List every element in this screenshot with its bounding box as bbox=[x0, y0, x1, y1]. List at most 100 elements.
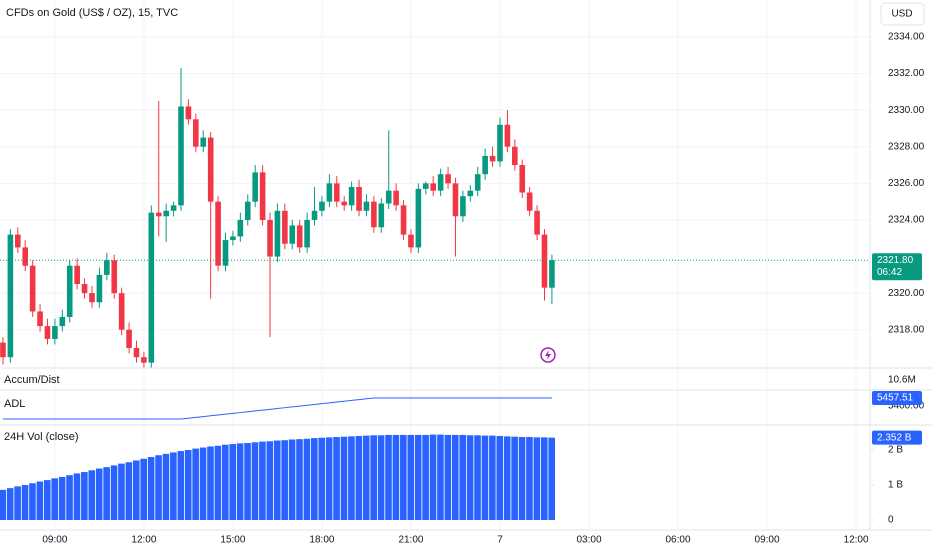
last-value-label: 5457.51 bbox=[877, 393, 914, 404]
volume-bar bbox=[266, 441, 274, 520]
candle-body bbox=[230, 236, 236, 241]
volume-bar bbox=[518, 437, 526, 520]
volume-bar bbox=[118, 463, 125, 520]
x-tick-label: 7 bbox=[497, 535, 503, 546]
last-price-label: 2321.80 bbox=[877, 255, 914, 266]
alert-bolt[interactable] bbox=[545, 350, 551, 360]
candle-body bbox=[371, 201, 377, 228]
candle-body bbox=[185, 106, 192, 120]
y-tick-label: 2328.00 bbox=[888, 141, 925, 152]
last-value-box bbox=[872, 430, 922, 445]
candle-body bbox=[489, 155, 496, 162]
volume-bar bbox=[503, 436, 511, 520]
x-tick-label: 21:00 bbox=[398, 535, 423, 546]
volume-bar bbox=[437, 434, 444, 520]
candle-body bbox=[541, 234, 548, 288]
last-value-box bbox=[872, 390, 922, 405]
volume-bar bbox=[496, 435, 504, 520]
candle-body bbox=[244, 201, 251, 220]
y-tick-label: 5400.00 bbox=[888, 401, 925, 412]
candle-body bbox=[452, 183, 459, 217]
alert-icon[interactable] bbox=[540, 347, 556, 363]
y-tick-label: 0 bbox=[888, 515, 894, 526]
volume-bar bbox=[325, 437, 333, 520]
volume-bar bbox=[6, 488, 14, 520]
volume-bar bbox=[192, 448, 199, 520]
volume-bar bbox=[288, 439, 296, 520]
volume-bar bbox=[400, 434, 407, 520]
countdown-label: 06:42 bbox=[877, 267, 902, 278]
x-tick-label: 03:00 bbox=[576, 535, 601, 546]
candle-body bbox=[81, 284, 88, 294]
candle-body bbox=[519, 165, 526, 193]
legend-entry: ADL bbox=[4, 398, 25, 410]
candle-body bbox=[341, 201, 348, 206]
candle-body bbox=[7, 234, 14, 358]
candle-body bbox=[29, 265, 36, 312]
volume-bar bbox=[177, 451, 185, 520]
volume-bar bbox=[29, 483, 36, 520]
candle-body bbox=[333, 183, 340, 202]
x-tick-label: 15:00 bbox=[220, 535, 245, 546]
volume-bar bbox=[548, 437, 556, 520]
volume-bar bbox=[392, 434, 400, 520]
candle-body bbox=[15, 234, 21, 248]
volume-bar bbox=[429, 434, 437, 520]
volume-bar bbox=[355, 435, 363, 520]
x-tick-label: 12:00 bbox=[131, 535, 156, 546]
volume-bar bbox=[207, 446, 214, 520]
volume-bar bbox=[481, 435, 489, 520]
y-tick-label: 2320.00 bbox=[888, 288, 925, 299]
candle-body bbox=[534, 210, 540, 235]
volume-bar bbox=[540, 437, 548, 520]
volume-bar bbox=[451, 434, 459, 520]
volume-bar bbox=[489, 435, 496, 520]
candle-body bbox=[66, 265, 73, 317]
candle-body bbox=[37, 311, 43, 327]
candle-body bbox=[0, 342, 6, 358]
volume-bar bbox=[214, 445, 222, 520]
candle-body bbox=[104, 260, 110, 275]
volume-bar bbox=[273, 440, 281, 520]
candle-body bbox=[141, 357, 147, 363]
candle-body bbox=[526, 192, 533, 211]
candle-body bbox=[237, 219, 244, 237]
volume-bar bbox=[259, 441, 266, 520]
currency-label[interactable]: USD bbox=[891, 9, 912, 20]
y-tick-label: 2318.00 bbox=[888, 324, 925, 335]
candle-body bbox=[319, 201, 325, 211]
volume-bar bbox=[162, 453, 170, 520]
currency-button[interactable] bbox=[880, 2, 925, 26]
candle-body bbox=[200, 137, 207, 147]
volume-bar bbox=[340, 436, 348, 520]
last-value-label: 2.352 B bbox=[877, 432, 912, 443]
volume-bar bbox=[474, 435, 481, 520]
volume-bar bbox=[362, 435, 370, 520]
candle-body bbox=[133, 348, 140, 358]
candle-body bbox=[193, 119, 199, 147]
candle-body bbox=[111, 260, 118, 294]
volume-bar bbox=[407, 434, 415, 520]
volume-bar bbox=[444, 434, 452, 520]
volume-bar bbox=[110, 465, 118, 520]
volume-bar bbox=[251, 442, 259, 520]
candle-body bbox=[89, 293, 95, 303]
volume-bar bbox=[103, 467, 110, 520]
candle-body bbox=[274, 210, 281, 257]
candle-body bbox=[497, 124, 503, 162]
volume-bar bbox=[140, 458, 148, 520]
candle-body bbox=[222, 240, 229, 266]
candle-body bbox=[363, 201, 370, 211]
candle-body bbox=[52, 326, 58, 339]
volume-bar bbox=[296, 439, 303, 520]
volume-bar bbox=[21, 484, 29, 520]
x-tick-label: 09:00 bbox=[42, 535, 67, 546]
candle-body bbox=[415, 188, 422, 248]
candle-body bbox=[549, 260, 555, 288]
volume-bar bbox=[422, 434, 429, 520]
candle-body bbox=[378, 203, 385, 228]
volume-bar bbox=[36, 481, 44, 520]
candle-body bbox=[460, 196, 466, 217]
candle-body bbox=[385, 190, 392, 204]
